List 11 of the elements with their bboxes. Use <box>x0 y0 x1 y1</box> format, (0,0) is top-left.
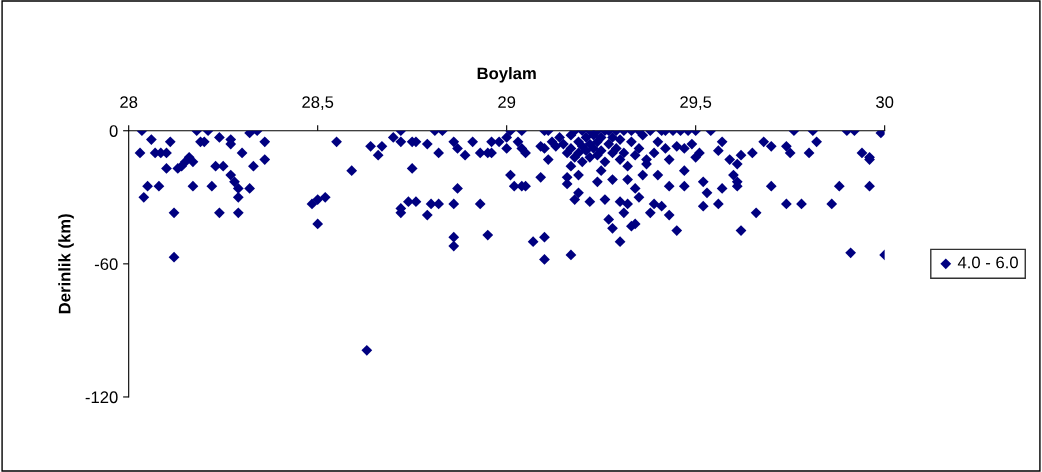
y-tick-label: -60 <box>94 258 118 271</box>
legend-label: 4.0 - 6.0 <box>957 256 1018 269</box>
x-tick-label: 30 <box>876 96 894 109</box>
x-tick-label: 29,5 <box>680 96 712 110</box>
x-tick-label: 28,5 <box>302 96 334 110</box>
y-tick-label: 0 <box>109 125 118 137</box>
y-tick-label: -120 <box>85 391 118 404</box>
x-tick-label: 28 <box>120 96 138 109</box>
x-axis-title: Boylam <box>477 67 536 83</box>
x-tick-label: 29 <box>498 96 516 109</box>
y-axis-title: Derinlik (km) <box>58 214 74 314</box>
